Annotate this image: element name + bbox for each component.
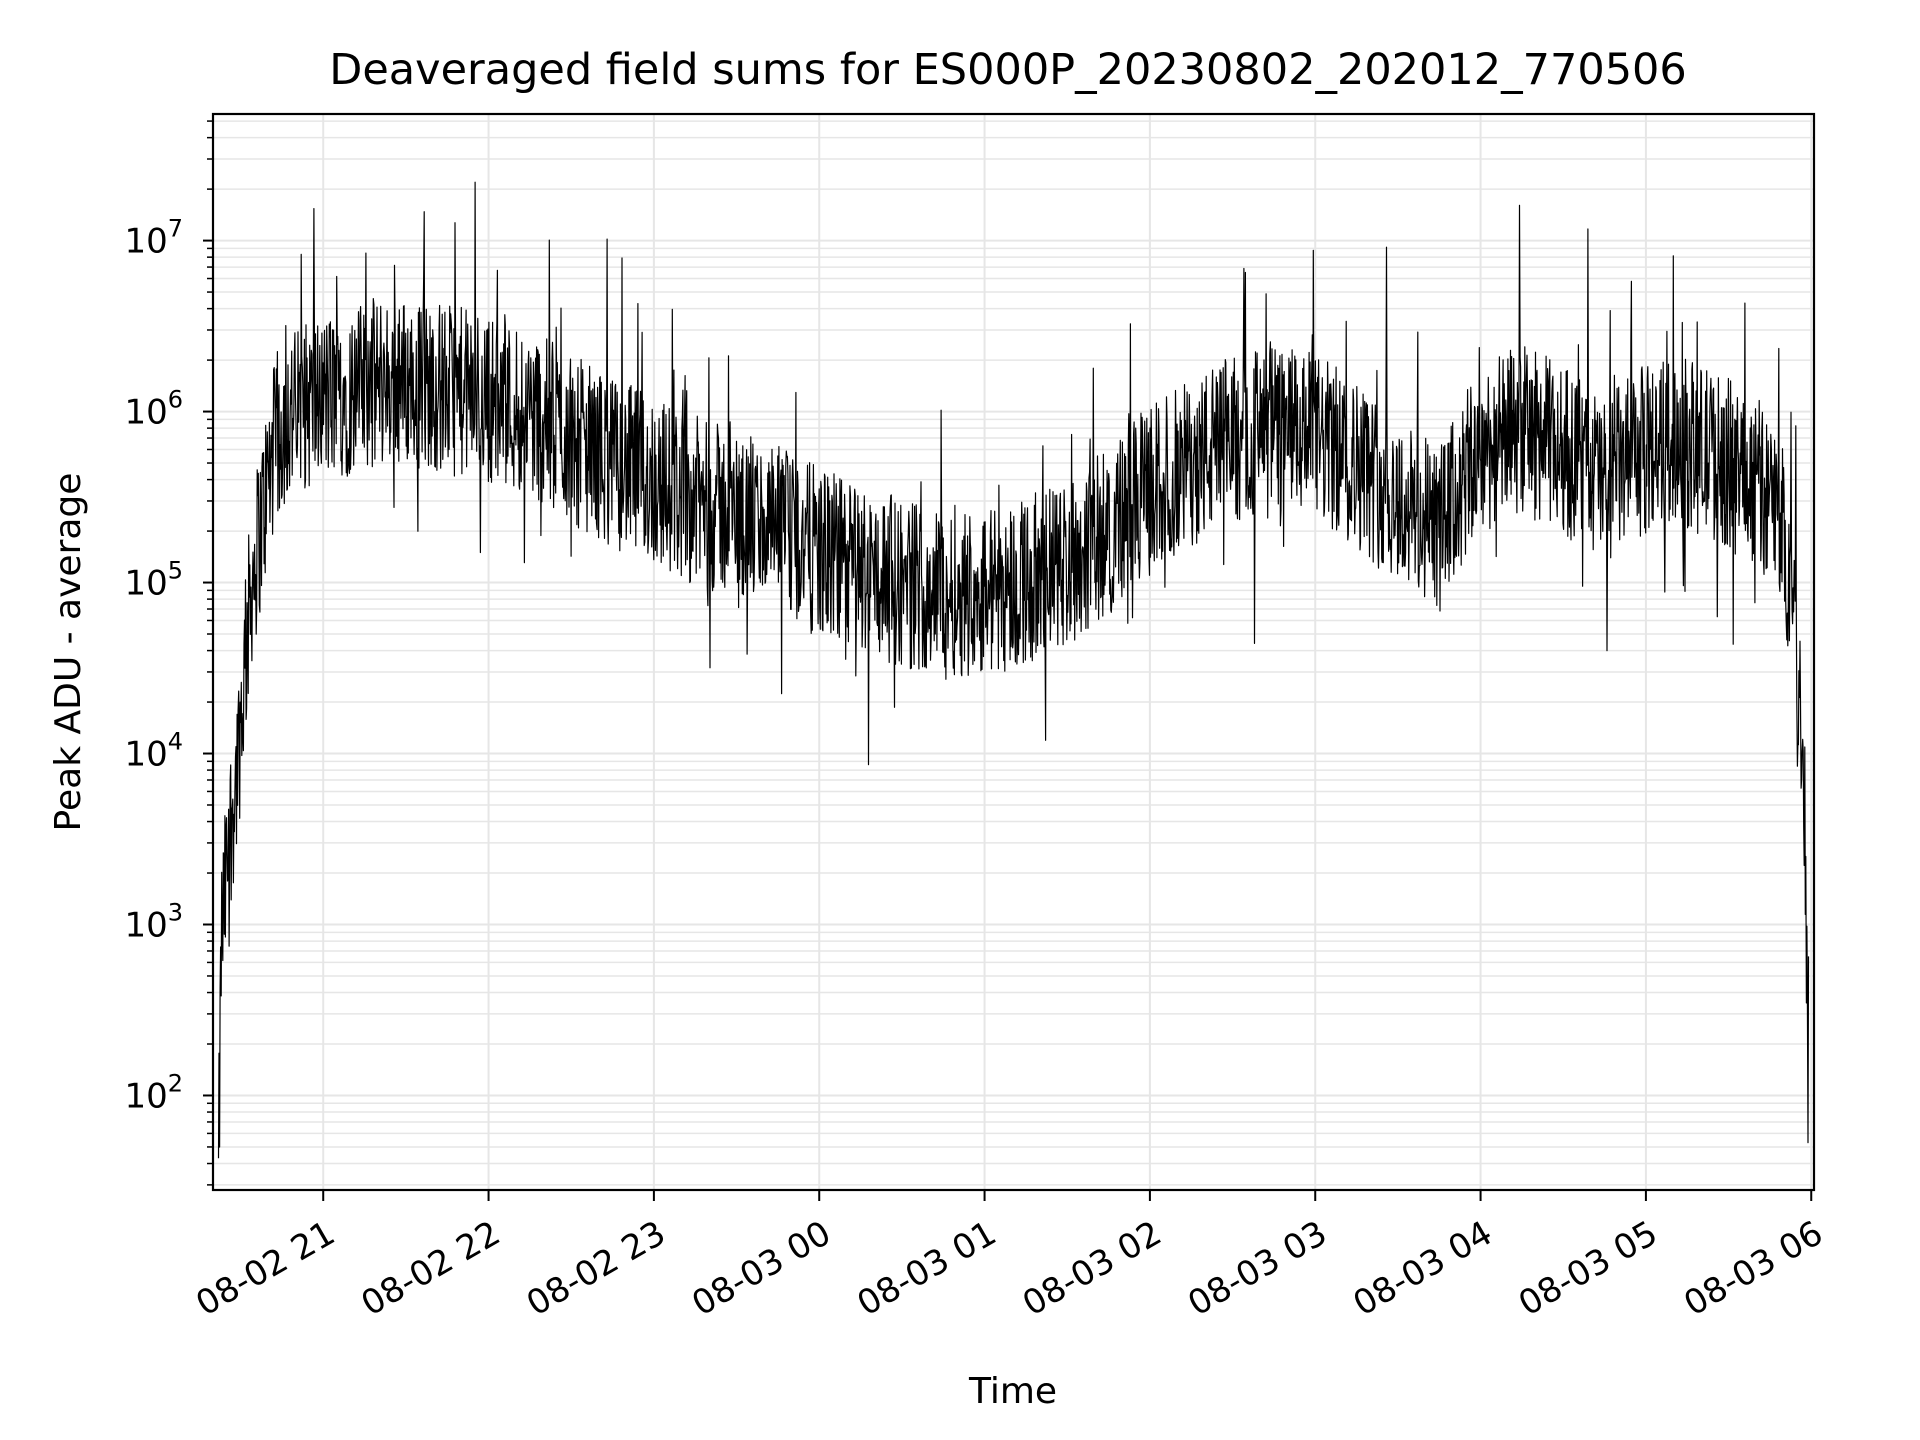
x-axis-label: Time [968, 1371, 1057, 1412]
series-line [217, 181, 1810, 1159]
chart-title: Deaveraged field sums for ES000P_2023080… [329, 45, 1687, 95]
plot-frame [211, 112, 1816, 1192]
y-tick-label: 107 [124, 215, 183, 262]
y-tick-label: 102 [124, 1069, 183, 1116]
grid [213, 114, 1814, 1190]
series-layer [217, 181, 1810, 1159]
y-tick-label: 105 [124, 557, 183, 604]
y-axis: 102 103 104 105 106 107 [124, 120, 213, 1186]
y-axis-label: Peak ADU - average [48, 473, 89, 832]
y-tick-label: 103 [124, 898, 183, 945]
y-tick-label: 104 [124, 728, 183, 775]
y-tick-label: 106 [124, 386, 183, 433]
